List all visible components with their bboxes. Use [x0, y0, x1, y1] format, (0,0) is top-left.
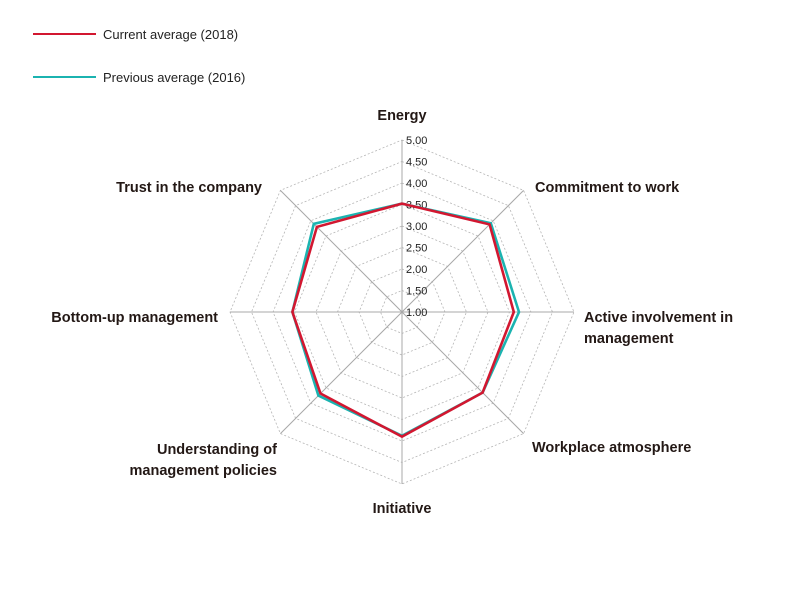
- axis-label: Workplace atmosphere: [532, 440, 691, 456]
- axis-label: Commitment to work: [535, 180, 680, 196]
- axis-spoke: [401, 190, 524, 313]
- series-lines: [291, 202, 521, 439]
- legend-label: Current average (2018): [103, 27, 238, 42]
- axis-spoke: [401, 311, 524, 434]
- tick-label: 2.00: [406, 264, 427, 276]
- tick-labels: 1.001.502.002.503.003.504.004.505.00: [406, 135, 427, 319]
- tick-label: 3.00: [406, 221, 427, 233]
- axis-spoke: [280, 311, 403, 434]
- tick-label: 4.00: [406, 178, 427, 190]
- series-line: [291, 202, 521, 438]
- axis-label: Bottom-up management: [51, 310, 218, 326]
- tick-label: 2.50: [406, 243, 427, 255]
- series-line: [291, 202, 516, 439]
- legend: Current average (2018) Previous average (…: [33, 27, 245, 85]
- axis-spoke: [280, 190, 403, 313]
- axis-label: Active involvement in management: [584, 310, 733, 347]
- tick-label: 1.50: [406, 286, 427, 298]
- legend-label: Previous average (2016): [103, 70, 245, 85]
- axis-label: Trust in the company: [116, 180, 262, 196]
- tick-label: 1.00: [406, 307, 427, 319]
- axis-label: Initiative: [373, 501, 432, 517]
- axis-labels: Energy Commitment to work Active involveme…: [51, 108, 733, 517]
- axis-label: Energy: [377, 108, 426, 124]
- grid-ring: [229, 139, 575, 485]
- tick-label: 4.50: [406, 157, 427, 169]
- axis-label: Understanding of management policies: [130, 442, 278, 479]
- radar-spokes: [230, 140, 574, 484]
- tick-label: 5.00: [406, 135, 427, 147]
